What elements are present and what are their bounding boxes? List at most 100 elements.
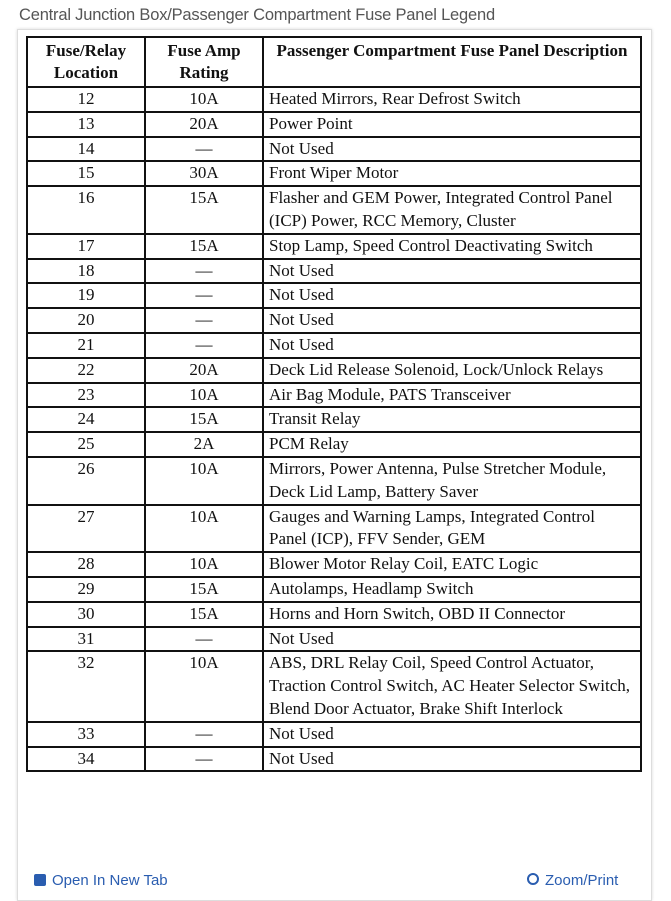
cell-amp-rating: —: [144, 135, 264, 163]
cell-location: 18: [26, 257, 146, 285]
cell-location: 29: [26, 575, 146, 603]
cell-location: 34: [26, 745, 146, 773]
table-row: 29 15A Autolamps, Headlamp Switch: [26, 575, 642, 603]
cell-amp-rating: 10A: [144, 381, 264, 409]
cell-amp-rating: 30A: [144, 160, 264, 188]
table-row: 16 15A Flasher and GEM Power, Integrated C…: [26, 185, 642, 235]
cell-description: Mirrors, Power Antenna, Pulse Stretcher …: [262, 455, 642, 506]
header-amp-rating: Fuse Amp Rating: [144, 36, 264, 88]
cell-location: 17: [26, 232, 146, 260]
cell-amp-rating: 2A: [144, 431, 264, 458]
cell-description: ABS, DRL Relay Coil, Speed Control Actua…: [262, 650, 642, 723]
table-row: 17 15A Stop Lamp, Speed Control Deactivati…: [26, 232, 642, 260]
cell-location: 22: [26, 356, 146, 384]
cell-location: 24: [26, 406, 146, 434]
cell-description: Not Used: [262, 135, 642, 163]
header-location: Fuse/Relay Location: [26, 36, 146, 88]
cell-description: Deck Lid Release Solenoid, Lock/Unlock R…: [262, 356, 642, 384]
cell-description: Not Used: [262, 257, 642, 285]
cell-location: 26: [26, 455, 146, 506]
cell-description: Not Used: [262, 282, 642, 310]
cell-location: 15: [26, 160, 146, 188]
table-row: 28 10A Blower Motor Relay Coil, EATC Logic: [26, 551, 642, 578]
table-row: 20— Not Used: [26, 307, 642, 334]
table-row: 14— Not Used: [26, 135, 642, 163]
cell-location: 30: [26, 600, 146, 628]
new-tab-icon: [34, 874, 46, 886]
cell-location: 23: [26, 381, 146, 409]
cell-description: Blower Motor Relay Coil, EATC Logic: [262, 551, 642, 578]
cell-amp-rating: 20A: [144, 356, 264, 384]
cell-amp-rating: —: [144, 745, 264, 773]
table-row: 22 20A Deck Lid Release Solenoid, Lock/Unl…: [26, 356, 642, 384]
cell-amp-rating: 15A: [144, 406, 264, 434]
table-row: 23 10A Air Bag Module, PATS Transceiver: [26, 381, 642, 409]
table-row: 24 15A Transit Relay: [26, 406, 642, 434]
cell-description: Not Used: [262, 745, 642, 773]
cell-description: Transit Relay: [262, 406, 642, 434]
fuse-panel-table: Fuse/Relay Location Fuse Amp Rating Pass…: [26, 36, 642, 773]
cell-amp-rating: —: [144, 257, 264, 285]
cell-description: Not Used: [262, 625, 642, 653]
cell-amp-rating: 10A: [144, 455, 264, 506]
cell-amp-rating: 10A: [144, 551, 264, 578]
cell-amp-rating: —: [144, 331, 264, 359]
cell-description: Horns and Horn Switch, OBD II Connector: [262, 600, 642, 628]
cell-amp-rating: 10A: [144, 650, 264, 723]
cell-location: 12: [26, 86, 146, 113]
cell-location: 16: [26, 185, 146, 235]
zoom-icon: [527, 873, 539, 885]
cell-location: 25: [26, 431, 146, 458]
table-row: 21— Not Used: [26, 331, 642, 359]
cell-description: Autolamps, Headlamp Switch: [262, 575, 642, 603]
cell-location: 20: [26, 307, 146, 334]
table-row: 25 2A PCM Relay: [26, 431, 642, 458]
table-row: 33— Not Used: [26, 720, 642, 748]
table-row: 13 20A Power Point: [26, 110, 642, 138]
cell-description: Air Bag Module, PATS Transceiver: [262, 381, 642, 409]
image-caption: Central Junction Box/Passenger Compartme…: [19, 6, 495, 24]
cell-description: Front Wiper Motor: [262, 160, 642, 188]
cell-amp-rating: 15A: [144, 575, 264, 603]
table-row: 31— Not Used: [26, 625, 642, 653]
cell-description: Not Used: [262, 307, 642, 334]
table-row: 18— Not Used: [26, 257, 642, 285]
table-row: 26 10A Mirrors, Power Antenna, Pulse Stret…: [26, 455, 642, 506]
cell-location: 14: [26, 135, 146, 163]
table-row: 12 10A Heated Mirrors, Rear Defrost Switch: [26, 86, 642, 113]
table-row: 15 30A Front Wiper Motor: [26, 160, 642, 188]
cell-amp-rating: 20A: [144, 110, 264, 138]
cell-location: 27: [26, 503, 146, 554]
table-row: 19— Not Used: [26, 282, 642, 310]
cell-location: 31: [26, 625, 146, 653]
cell-amp-rating: 15A: [144, 232, 264, 260]
cell-description: Stop Lamp, Speed Control Deactivating Sw…: [262, 232, 642, 260]
cell-amp-rating: —: [144, 625, 264, 653]
cell-description: Not Used: [262, 720, 642, 748]
table-row: 34— Not Used: [26, 745, 642, 773]
table-row: 30 15A Horns and Horn Switch, OBD II Conne…: [26, 600, 642, 628]
table-row: 27 10A Gauges and Warning Lamps, Integrate…: [26, 503, 642, 554]
cell-amp-rating: 15A: [144, 185, 264, 235]
cell-location: 13: [26, 110, 146, 138]
zoom-print-link[interactable]: Zoom/Print: [527, 872, 618, 889]
table-row: 32 10A ABS, DRL Relay Coil, Speed Control …: [26, 650, 642, 723]
cell-location: 28: [26, 551, 146, 578]
cell-description: Heated Mirrors, Rear Defrost Switch: [262, 86, 642, 113]
header-description: Passenger Compartment Fuse Panel Descrip…: [262, 36, 642, 88]
cell-location: 32: [26, 650, 146, 723]
cell-location: 33: [26, 720, 146, 748]
table-header-row: Fuse/Relay Location Fuse Amp Rating Pass…: [26, 36, 642, 88]
open-in-new-tab-link[interactable]: Open In New Tab: [34, 872, 168, 889]
cell-description: Flasher and GEM Power, Integrated Contro…: [262, 185, 642, 235]
cell-amp-rating: —: [144, 720, 264, 748]
cell-amp-rating: 10A: [144, 86, 264, 113]
cell-description: Gauges and Warning Lamps, Integrated Con…: [262, 503, 642, 554]
cell-description: Not Used: [262, 331, 642, 359]
cell-amp-rating: —: [144, 282, 264, 310]
cell-location: 19: [26, 282, 146, 310]
cell-amp-rating: —: [144, 307, 264, 334]
cell-description: Power Point: [262, 110, 642, 138]
cell-amp-rating: 15A: [144, 600, 264, 628]
cell-location: 21: [26, 331, 146, 359]
